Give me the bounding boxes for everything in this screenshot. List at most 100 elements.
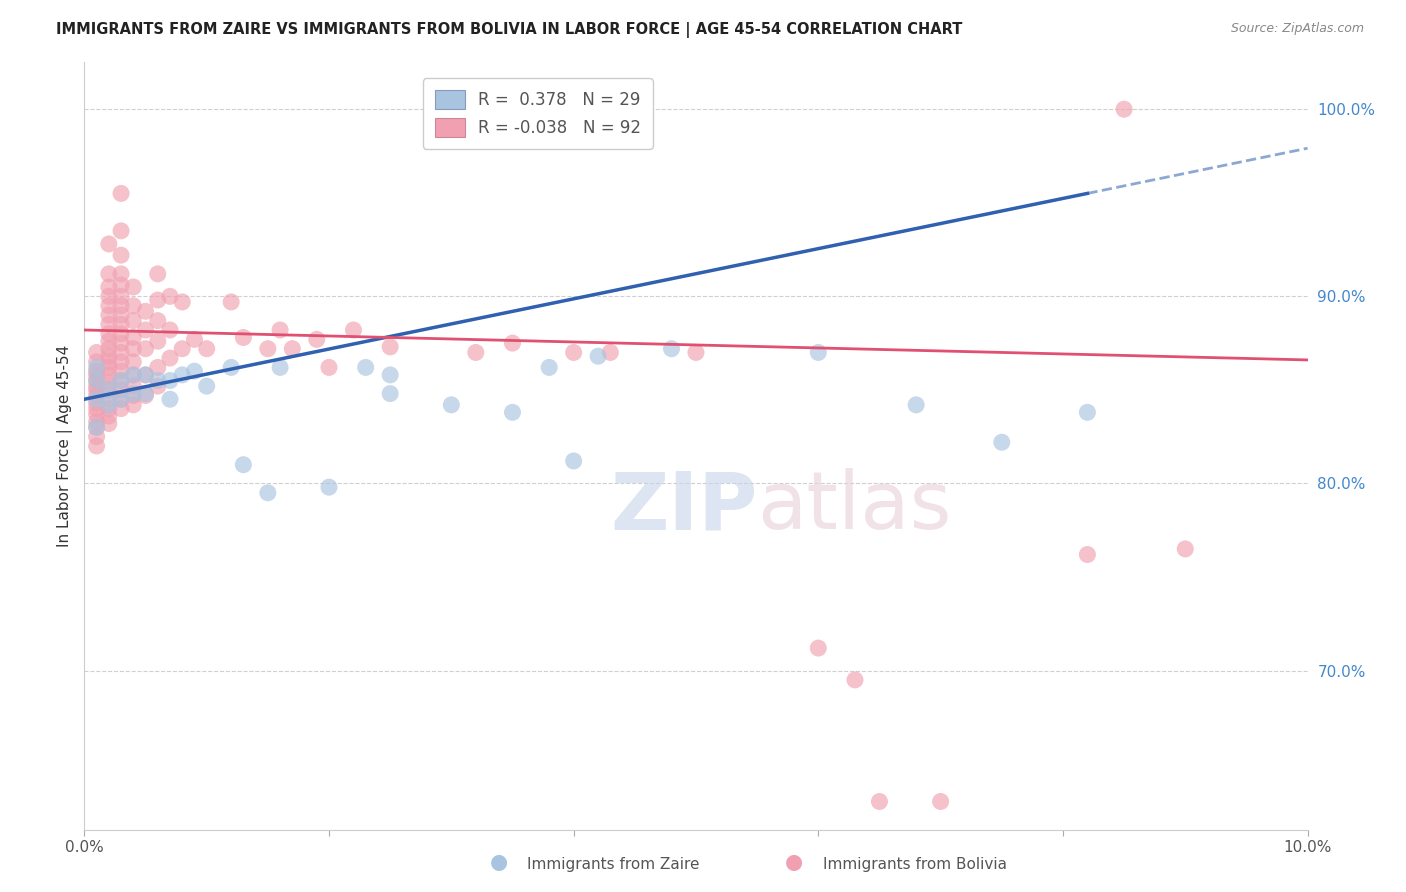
Point (86, 345, 108, 359)
Point (562, 454, 585, 468)
Point (440, 398, 463, 412)
Point (86, 396, 108, 410)
Point (97, 289, 120, 303)
Point (440, 102, 463, 116)
Point (97, 267, 120, 281)
Point (183, 364, 205, 378)
Point (110, 355, 132, 369)
Point (159, 289, 181, 303)
Point (269, 323, 291, 337)
Point (97, 360, 120, 375)
Point (110, 326, 132, 341)
Point (86, 364, 108, 378)
Point (110, 186, 132, 201)
Point (86, 420, 108, 434)
Point (86, 401, 108, 416)
Point (122, 388, 145, 402)
Point (219, 360, 242, 375)
Point (172, 342, 194, 356)
Point (97, 409, 120, 423)
Point (599, 345, 621, 359)
Point (110, 278, 132, 293)
Point (1076, 548, 1098, 562)
Point (135, 304, 157, 318)
Point (110, 401, 132, 416)
Point (1076, 405, 1098, 419)
Point (110, 308, 132, 322)
Point (905, 398, 928, 412)
Point (146, 334, 169, 349)
Point (122, 398, 145, 412)
Point (97, 349, 120, 363)
Point (661, 342, 683, 356)
Point (380, 386, 402, 401)
Text: Immigrants from Zaire: Immigrants from Zaire (527, 857, 700, 872)
Point (97, 383, 120, 397)
Y-axis label: In Labor Force | Age 45-54: In Labor Force | Age 45-54 (58, 345, 73, 547)
Point (354, 360, 377, 375)
Point (586, 349, 609, 363)
Point (440, 102, 463, 116)
Point (122, 379, 145, 393)
Point (86, 360, 108, 375)
Point (122, 355, 145, 369)
Point (97, 417, 120, 431)
Point (122, 386, 145, 401)
Point (122, 330, 145, 344)
Point (257, 342, 280, 356)
Point (97, 376, 120, 390)
Point (342, 323, 364, 337)
Point (122, 280, 145, 294)
Point (232, 330, 254, 344)
Point (97, 318, 120, 332)
Point (807, 345, 830, 359)
Point (807, 641, 830, 656)
Point (195, 342, 218, 356)
Point (380, 340, 402, 354)
Point (122, 313, 145, 327)
Point (110, 383, 132, 397)
Point (110, 345, 132, 359)
Point (86, 420, 108, 434)
Point (146, 267, 169, 281)
Point (929, 795, 952, 809)
Point (97, 236, 120, 251)
Point (110, 267, 132, 281)
Point (97, 383, 120, 397)
Text: Source: ZipAtlas.com: Source: ZipAtlas.com (1230, 22, 1364, 36)
Point (135, 368, 157, 382)
Point (844, 673, 866, 687)
Point (122, 368, 145, 382)
Point (110, 299, 132, 313)
Point (453, 102, 475, 116)
Point (86, 388, 108, 402)
Point (281, 342, 304, 356)
Point (97, 368, 120, 382)
Point (257, 485, 280, 500)
Point (146, 379, 169, 393)
Point (146, 374, 169, 388)
Point (86, 368, 108, 382)
Point (318, 360, 340, 375)
Point (110, 374, 132, 388)
Point (86, 383, 108, 397)
Point (502, 336, 524, 351)
Point (172, 368, 194, 382)
Point (122, 342, 145, 356)
Point (86, 374, 108, 388)
Point (183, 332, 205, 346)
Point (380, 368, 402, 382)
Point (86, 392, 108, 407)
Point (159, 323, 181, 337)
Point (97, 392, 120, 407)
Point (135, 368, 157, 382)
Point (135, 386, 157, 401)
Point (318, 480, 340, 494)
Point (97, 308, 120, 322)
Point (538, 360, 561, 375)
Point (86, 379, 108, 393)
Point (195, 379, 218, 393)
Point (86, 374, 108, 388)
Point (97, 326, 120, 341)
Point (110, 289, 132, 303)
